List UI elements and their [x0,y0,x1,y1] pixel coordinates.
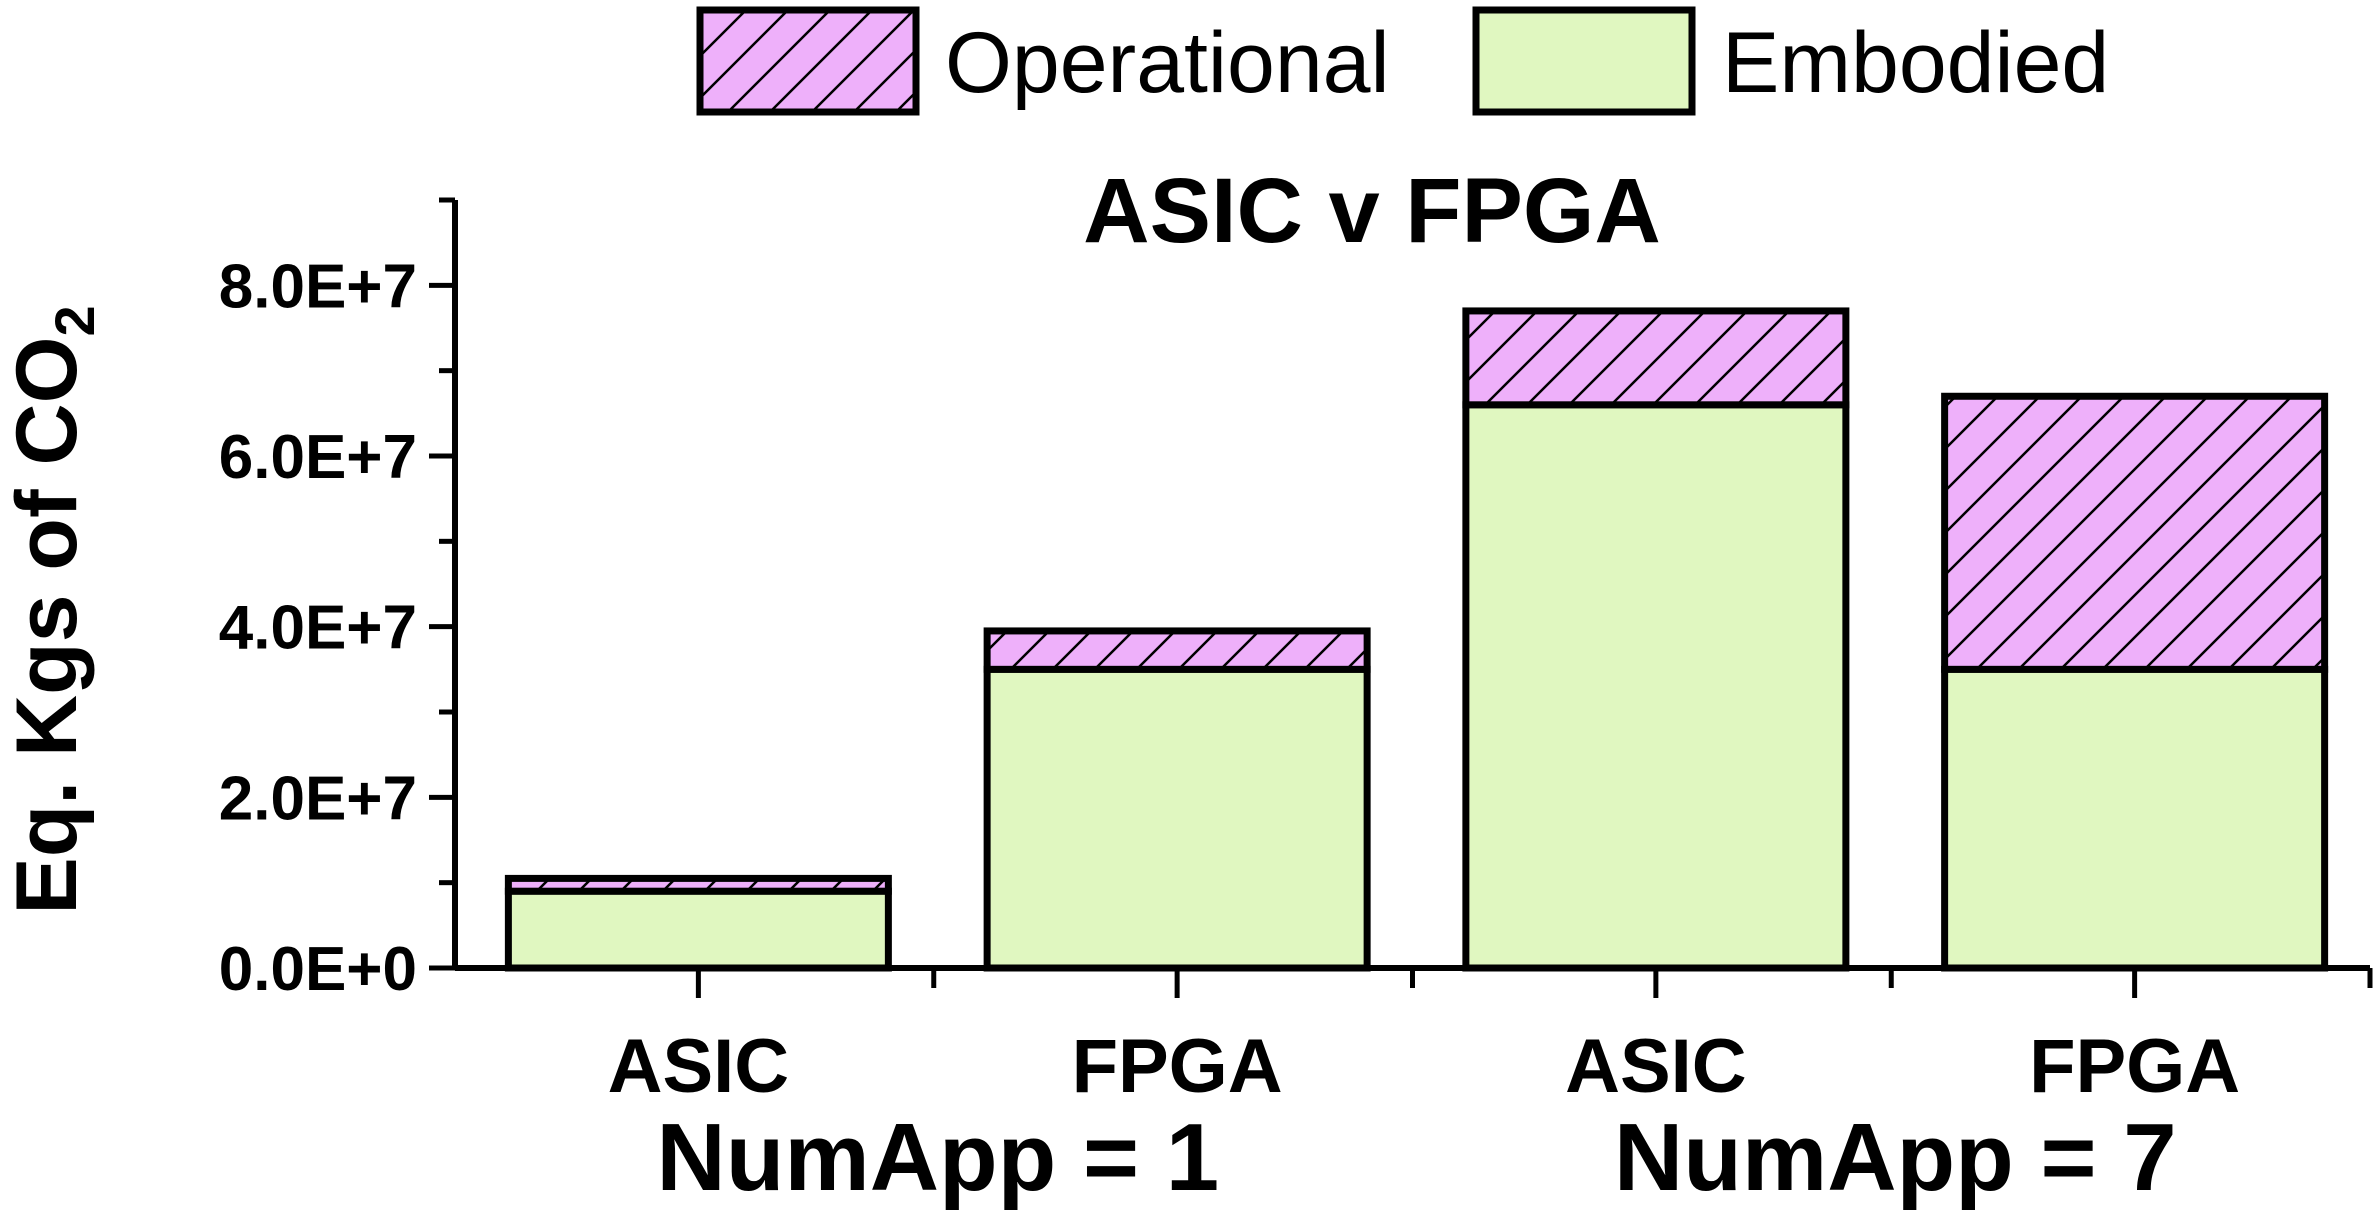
legend-swatch-operational [696,6,920,116]
legend: Operational Embodied [696,6,2109,116]
bar-operational-1 [983,627,1371,673]
y-axis-label-subscript: 2 [43,305,106,336]
bar-embodied-2 [1462,401,1850,972]
x-tick-label: FPGA [2029,1024,2240,1109]
x-tick-label: FPGA [1072,1024,1283,1109]
bar-embodied-3 [1941,665,2329,972]
bar-operational-2 [1462,307,1850,409]
x-tick-label: ASIC [608,1024,790,1109]
group-label: NumApp = 1 [656,1104,1219,1211]
y-tick-label: 2.0E+7 [219,764,417,833]
legend-swatch-embodied [1472,6,1696,116]
bar-embodied-0 [504,887,892,972]
y-tick-label: 6.0E+7 [219,423,417,492]
legend-label-operational: Operational [945,15,1390,111]
bar-embodied-1 [983,665,1371,972]
bar-operational-0 [504,874,892,895]
y-axis-label-main: Eq. Kgs of CO [0,337,95,915]
chart-title: ASIC v FPGA [1083,160,1661,262]
bars [504,307,2329,972]
axis-labels: 0.0E+0 2.0E+7 4.0E+7 6.0E+7 8.0E+7 ASIC FPGA AS… [219,252,2240,1211]
y-tick-label: 0.0E+0 [219,935,417,1004]
y-tick-label: 8.0E+7 [219,252,417,321]
bar-operational-3 [1941,392,2329,673]
y-axis-label: Eq. Kgs of CO2 [0,305,106,914]
y-tick-label: 4.0E+7 [219,594,417,663]
x-tick-label: ASIC [1565,1024,1747,1109]
legend-label-embodied: Embodied [1722,15,2109,111]
group-label: NumApp = 7 [1614,1104,2177,1211]
